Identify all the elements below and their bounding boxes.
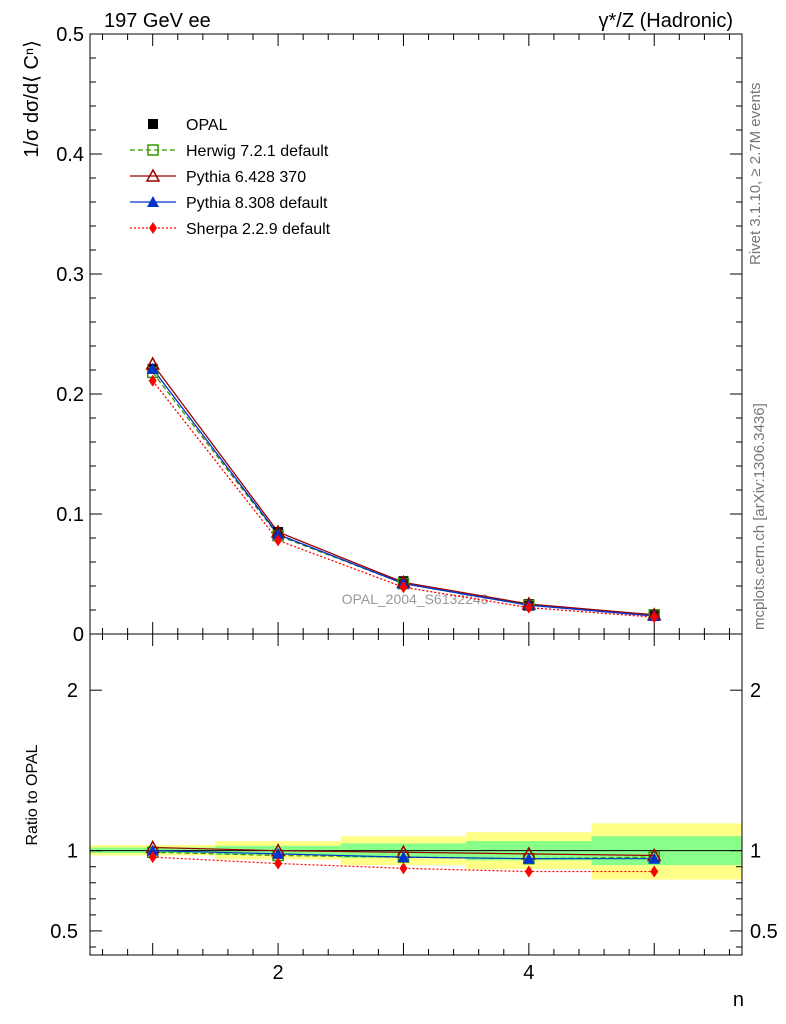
ratio-data-point <box>524 865 533 878</box>
ratio-data-point <box>148 851 157 864</box>
ratio-ylabel: Ratio to OPAL <box>24 744 41 845</box>
data-point <box>274 534 283 547</box>
ratio-panel: 2 4 0.5 0.5 1 1 2 2 <box>50 633 778 984</box>
ratio-y-tick-label: 0.5 <box>50 921 78 943</box>
y-tick-label: 0.3 <box>56 264 84 286</box>
data-point <box>272 528 285 540</box>
data-point <box>146 362 159 374</box>
data-point <box>650 611 659 624</box>
legend-label: OPAL <box>186 117 228 134</box>
ratio-data-point <box>648 852 661 864</box>
legend-label: Pythia 6.428 370 <box>186 169 306 186</box>
ratio-y-tick-label: 2 <box>67 680 78 702</box>
main-panel: 0 0.1 0.2 0.3 0.4 0.5 <box>56 24 743 646</box>
legend-marker <box>145 168 161 182</box>
data-point <box>524 601 533 614</box>
ratio-data-point <box>522 852 535 864</box>
mcplots-label: mcplots.cern.ch [arXiv:1306.3436] <box>751 403 768 630</box>
x-tick-label: 2 <box>273 962 284 984</box>
ratio-data-point <box>650 865 659 878</box>
ratio-data-point <box>397 851 410 863</box>
ratio-y-tick-label-right: 2 <box>750 680 761 702</box>
legend-marker <box>149 222 157 234</box>
ratio-y-tick-label-right: 0.5 <box>750 921 778 943</box>
y-tick-label: 0.5 <box>56 24 84 46</box>
ratio-data-point <box>146 844 159 856</box>
rivet-version-label: Rivet 3.1.10, ≥ 2.7M events <box>747 83 764 266</box>
legend-label: Sherpa 2.2.9 default <box>186 221 331 238</box>
legend-label: Pythia 8.308 default <box>186 195 328 212</box>
legend-label: Herwig 7.2.1 default <box>186 143 329 160</box>
ratio-data-point <box>399 862 408 875</box>
y-tick-label: 0 <box>73 624 84 646</box>
ratio-data-point <box>274 857 283 870</box>
x-axis-label: n <box>733 989 744 1011</box>
ratio-y-tick-label-right: 1 <box>750 841 761 863</box>
y-tick-label: 0.1 <box>56 504 84 526</box>
ratio-y-tick-label: 1 <box>67 841 78 863</box>
legend-marker <box>147 144 159 156</box>
x-tick-label: 4 <box>523 962 534 984</box>
y-tick-label: 0.2 <box>56 384 84 406</box>
data-point <box>148 374 157 387</box>
header-right-label: γ*/Z (Hadronic) <box>599 10 733 32</box>
header-left-label: 197 GeV ee <box>104 10 211 32</box>
legend-marker <box>148 119 158 129</box>
legend-marker <box>147 196 159 207</box>
y-tick-label: 0.4 <box>56 144 84 166</box>
ratio-data-point <box>272 847 285 859</box>
ratio-frame <box>89 633 743 956</box>
main-ylabel: 1/σ dσ/d⟨ Cⁿ⟩ <box>21 40 43 158</box>
data-point <box>399 581 408 594</box>
legend: OPAL Herwig 7.2.1 default Pythia 6.428 370… <box>130 117 331 238</box>
